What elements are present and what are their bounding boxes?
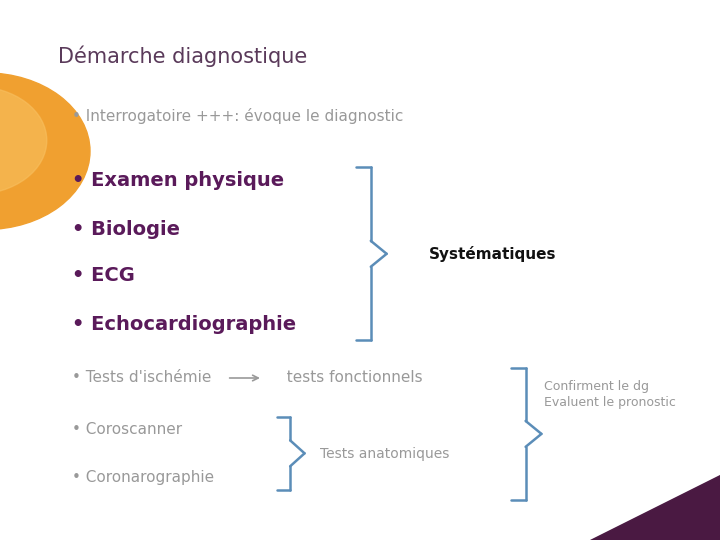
Text: Tests anatomiques: Tests anatomiques xyxy=(320,447,450,461)
Text: • Coronarographie: • Coronarographie xyxy=(72,470,214,485)
Text: tests fonctionnels: tests fonctionnels xyxy=(277,370,423,386)
Text: Confirment le dg: Confirment le dg xyxy=(544,380,649,393)
Circle shape xyxy=(0,86,47,194)
Text: • Echocardiographie: • Echocardiographie xyxy=(72,314,296,334)
Text: Démarche diagnostique: Démarche diagnostique xyxy=(58,46,307,68)
Text: Systématiques: Systématiques xyxy=(428,246,556,262)
Text: • Biologie: • Biologie xyxy=(72,220,180,239)
Text: Evaluent le pronostic: Evaluent le pronostic xyxy=(544,396,675,409)
Circle shape xyxy=(0,73,90,230)
Text: • Examen physique: • Examen physique xyxy=(72,171,284,191)
Text: • Interrogatoire +++: évoque le diagnostic: • Interrogatoire +++: évoque le diagnost… xyxy=(72,108,403,124)
Text: • Tests d'ischémie: • Tests d'ischémie xyxy=(72,370,212,386)
Polygon shape xyxy=(590,475,720,540)
Text: • Coroscanner: • Coroscanner xyxy=(72,422,182,437)
Text: • ECG: • ECG xyxy=(72,266,135,285)
Text: 22: 22 xyxy=(683,514,702,528)
